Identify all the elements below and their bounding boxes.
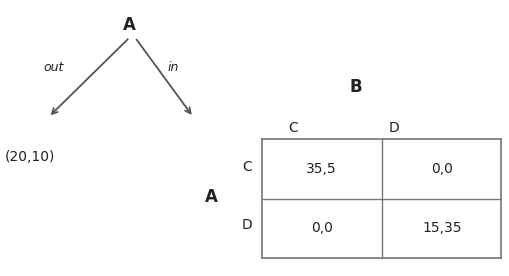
Text: C: C — [242, 160, 252, 174]
Text: (20,10): (20,10) — [5, 150, 55, 164]
Text: in: in — [167, 61, 179, 74]
Text: 0,0: 0,0 — [311, 221, 332, 235]
Text: B: B — [350, 78, 362, 96]
Text: out: out — [43, 61, 64, 74]
Text: 35,5: 35,5 — [306, 162, 337, 176]
Text: 15,35: 15,35 — [422, 221, 462, 235]
Text: D: D — [389, 121, 400, 135]
Text: A: A — [123, 16, 136, 34]
Text: A: A — [205, 188, 218, 206]
Text: D: D — [241, 218, 252, 232]
Text: 0,0: 0,0 — [431, 162, 453, 176]
Text: C: C — [288, 121, 298, 135]
